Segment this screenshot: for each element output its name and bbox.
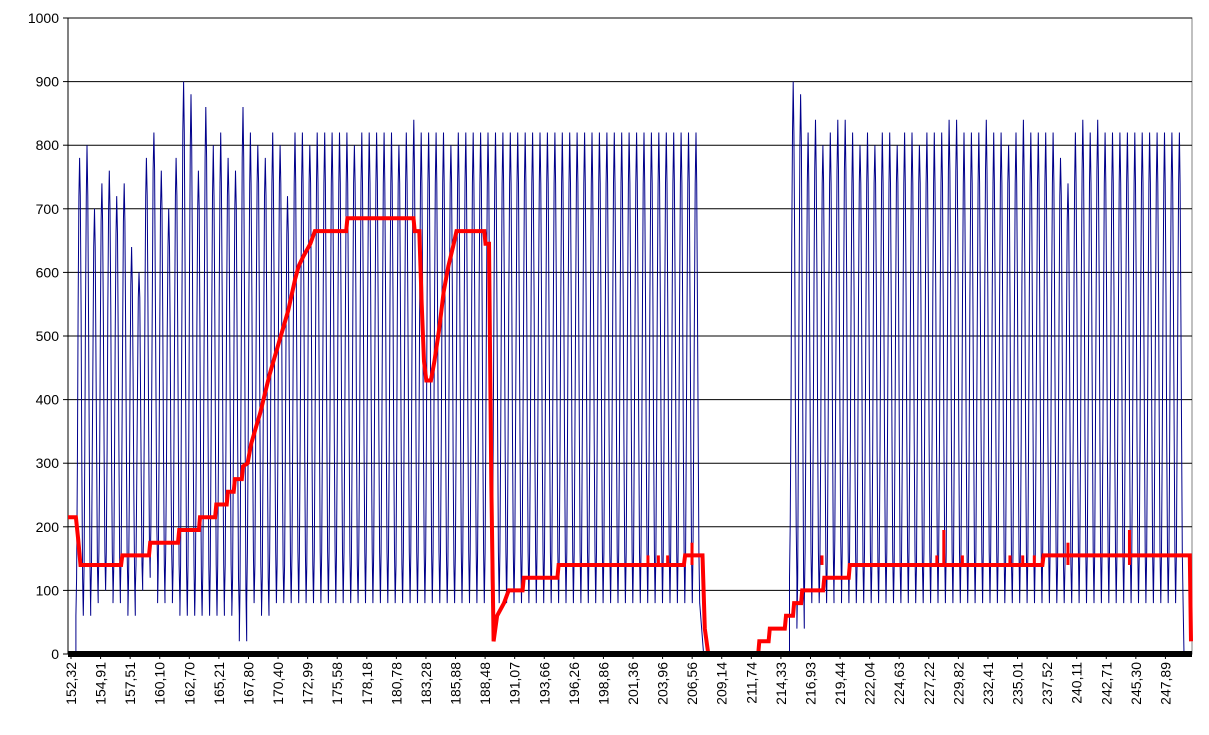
- x-tick-label-0: 152,32: [63, 662, 79, 705]
- x-axis-ticks: 152,32 154,91 157,51 160,10 162,70 165,21 167,…: [63, 654, 1173, 705]
- x-tick-label-32: 235,01: [1010, 662, 1026, 705]
- y-tick-label-2: 200: [36, 519, 60, 535]
- x-tick-label-27: 222,04: [862, 662, 878, 705]
- x-tick-label-11: 180,78: [388, 662, 404, 705]
- x-tick-label-14: 188,48: [477, 662, 493, 705]
- series-red-line: [68, 216, 1193, 656]
- x-tick-label-30: 229,82: [950, 662, 966, 705]
- x-tick-label-17: 196,26: [566, 662, 582, 705]
- x-tick-label-29: 227,22: [921, 662, 937, 705]
- x-tick-label-9: 175,58: [329, 662, 345, 705]
- y-tick-label-5: 500: [36, 328, 60, 344]
- x-tick-label-10: 178,18: [359, 662, 375, 705]
- x-tick-label-33: 237,52: [1039, 662, 1055, 705]
- x-tick-label-23: 211,74: [743, 662, 759, 704]
- x-tick-label-1: 154,91: [93, 662, 109, 705]
- x-tick-label-20: 203,96: [655, 662, 671, 705]
- x-tick-label-13: 185,88: [448, 662, 464, 705]
- series-blue-line-1: [789, 81, 1185, 655]
- x-tick-label-12: 183,28: [418, 662, 434, 705]
- y-tick-label-8: 800: [36, 137, 60, 153]
- x-tick-label-31: 232,41: [980, 662, 996, 705]
- y-tick-label-1: 100: [36, 582, 60, 598]
- x-tick-label-16: 193,66: [536, 662, 552, 705]
- x-tick-label-5: 165,21: [211, 662, 227, 705]
- y-tick-label-6: 600: [36, 264, 60, 280]
- y-tick-label-0: 0: [51, 646, 59, 662]
- x-tick-label-28: 224,63: [891, 662, 907, 705]
- x-tick-label-15: 191,07: [507, 662, 523, 705]
- x-tick-label-22: 209,14: [714, 662, 730, 705]
- y-tick-label-4: 400: [36, 392, 60, 408]
- x-tick-label-37: 247,89: [1157, 662, 1173, 705]
- x-tick-label-24: 214,33: [773, 662, 789, 705]
- x-tick-label-36: 245,30: [1128, 662, 1144, 705]
- x-tick-label-4: 162,70: [181, 662, 197, 705]
- series-group: [68, 81, 1193, 657]
- x-tick-label-8: 172,99: [300, 662, 316, 705]
- x-tick-label-19: 201,36: [625, 662, 641, 705]
- x-tick-label-6: 167,80: [240, 662, 256, 705]
- series-blue-line-0: [75, 81, 705, 655]
- x-tick-label-21: 206,56: [684, 662, 700, 705]
- y-tick-label-10: 1000: [28, 10, 59, 26]
- x-tick-label-34: 240,11: [1069, 662, 1085, 704]
- y-tick-label-3: 300: [36, 455, 60, 471]
- x-tick-label-25: 216,93: [802, 662, 818, 705]
- y-axis-ticks: 0 100 200 300 400 500 600 700 800 900 1000: [28, 10, 69, 662]
- x-tick-label-26: 219,44: [832, 662, 848, 705]
- y-tick-label-7: 700: [36, 201, 60, 217]
- x-tick-label-3: 160,10: [152, 662, 168, 705]
- x-tick-label-18: 198,86: [595, 662, 611, 705]
- x-tick-label-7: 170,40: [270, 662, 286, 705]
- x-tick-label-35: 242,71: [1098, 662, 1114, 705]
- x-tick-label-2: 157,51: [122, 662, 138, 705]
- y-tick-label-9: 900: [36, 74, 60, 90]
